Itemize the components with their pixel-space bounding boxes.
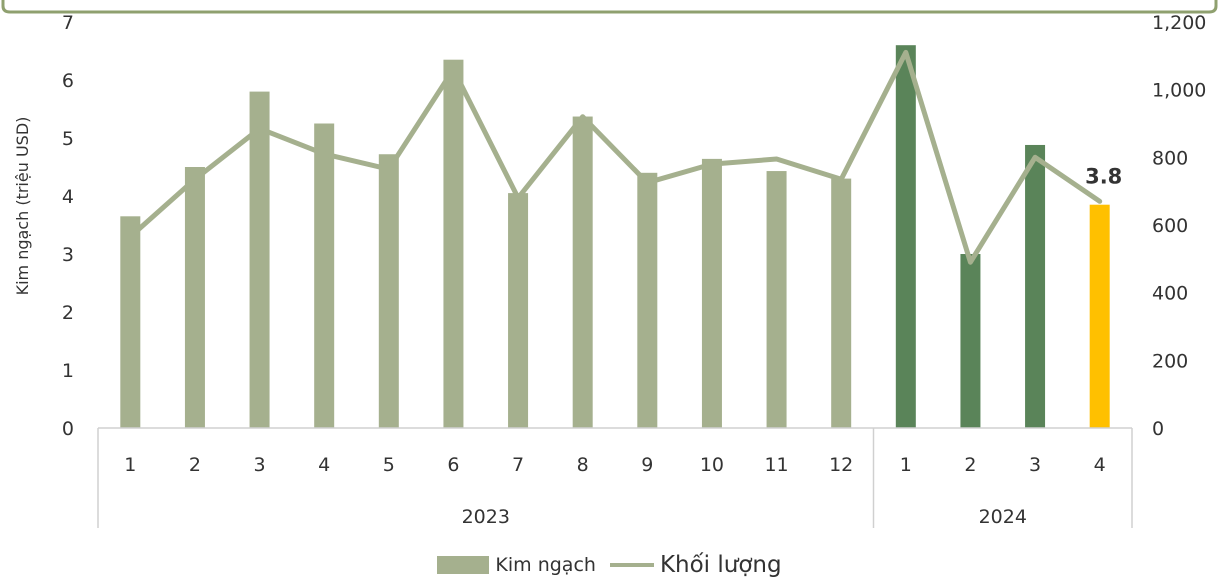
legend-bar-swatch [437,556,489,574]
x-tick-label: 1 [124,454,136,476]
x-tick-label: 11 [764,454,788,476]
left-tick-label: 7 [62,12,74,34]
bar [250,92,270,428]
line-khoi-luong [130,52,1099,262]
x-tick-label: 2 [189,454,201,476]
x-tick-label: 4 [1094,454,1106,476]
frame-border-line [3,0,1216,12]
x-tick-label: 3 [254,454,266,476]
bar [314,124,334,429]
bar [767,171,787,428]
x-tick-label: 1 [900,454,912,476]
data-label: 3.8 [1085,164,1122,188]
legend: Kim ngạch Khối lượng [0,552,1219,578]
left-tick-label: 3 [62,244,74,266]
legend-line-swatch [610,563,654,567]
x-axis-tick-labels: 1 2 3 4 5 6 7 8 9 10 11 12 1 2 3 4 [124,454,1105,476]
bar [637,173,657,428]
right-tick-label: 800 [1152,147,1188,169]
left-tick-label: 5 [62,128,74,150]
bar [379,154,399,428]
x-axis-group-labels: 2023 2024 [462,506,1027,528]
legend-line-label: Khối lượng [660,552,782,578]
bar [1090,205,1110,428]
x-group-label: 2024 [979,506,1027,528]
bar [573,117,593,428]
right-tick-label: 1,200 [1152,12,1206,34]
right-axis-ticks: 0 200 400 600 800 1,000 1,200 [1152,12,1206,440]
bar [831,179,851,428]
right-tick-label: 200 [1152,350,1188,372]
x-tick-label: 4 [318,454,330,476]
bar [508,193,528,428]
right-tick-label: 0 [1152,418,1164,440]
left-tick-label: 6 [62,70,74,92]
left-axis-title: Kim ngạch (triệu USD) [13,117,32,296]
left-tick-label: 0 [62,418,74,440]
x-axis [98,428,1132,528]
bar [960,254,980,428]
legend-bar-label: Kim ngạch [495,554,596,576]
data-labels: 3.8 [1085,164,1122,188]
legend-item-bar: Kim ngạch [437,554,596,576]
left-axis-ticks: 0 1 2 3 4 5 6 7 [62,12,74,440]
right-tick-label: 1,000 [1152,80,1206,102]
bar [443,60,463,428]
bar [1025,145,1045,428]
x-tick-label: 6 [447,454,459,476]
legend-item-line: Khối lượng [610,552,782,578]
bar [702,159,722,428]
x-tick-label: 12 [829,454,853,476]
x-tick-label: 10 [700,454,724,476]
right-tick-label: 400 [1152,283,1188,305]
x-tick-label: 2 [964,454,976,476]
bar [896,45,916,428]
x-tick-label: 3 [1029,454,1041,476]
x-group-label: 2023 [462,506,510,528]
left-tick-label: 1 [62,360,74,382]
x-tick-label: 5 [383,454,395,476]
x-tick-label: 8 [577,454,589,476]
bar [120,216,140,428]
line-series [130,52,1099,262]
x-tick-label: 7 [512,454,524,476]
left-tick-label: 4 [62,186,74,208]
bar [185,167,205,428]
right-tick-label: 600 [1152,215,1188,237]
left-tick-label: 2 [62,302,74,324]
x-tick-label: 9 [641,454,653,476]
